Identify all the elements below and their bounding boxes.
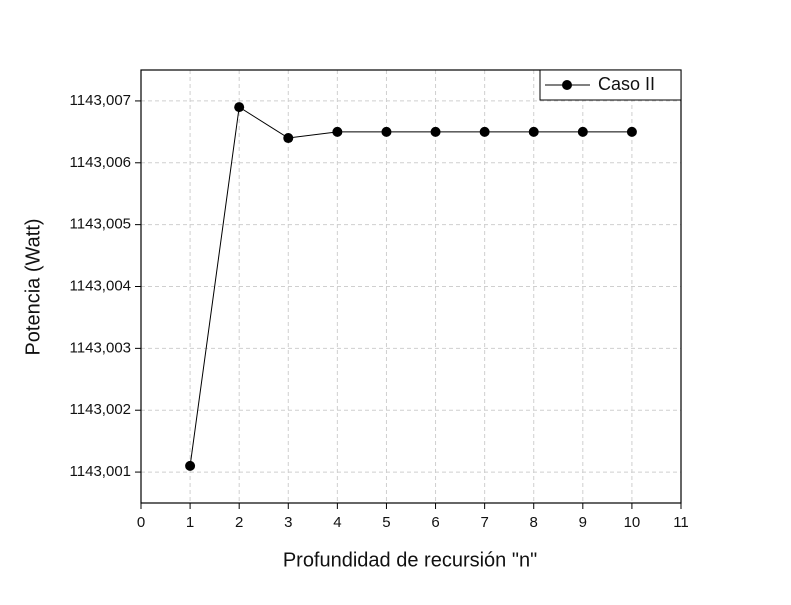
y-tick-label: 1143,001: [70, 463, 131, 480]
marker: [577, 126, 588, 137]
y-tick-label: 1143,006: [70, 154, 131, 171]
x-tick-label: 1: [186, 514, 194, 531]
marker: [234, 102, 245, 113]
x-tick-label: 7: [480, 514, 488, 531]
x-tick-label: 0: [137, 514, 145, 531]
x-tick-label: 11: [673, 514, 689, 531]
legend-label: Caso II: [598, 74, 655, 94]
x-tick-label: 5: [382, 514, 390, 531]
marker: [479, 126, 490, 137]
x-tick-label: 6: [431, 514, 439, 531]
plot-frame: [140, 69, 682, 504]
y-tick-label: 1143,007: [70, 92, 131, 109]
x-tick-label: 4: [333, 514, 341, 531]
marker: [381, 126, 392, 137]
x-tick-label: 3: [284, 514, 292, 531]
y-tick-label: 1143,005: [70, 216, 131, 233]
marker: [283, 133, 294, 144]
marker: [185, 460, 196, 471]
x-tick-label: 8: [530, 514, 538, 531]
marker: [332, 126, 343, 137]
marker: [430, 126, 441, 137]
x-tick-label: 10: [624, 514, 641, 531]
x-tick-label: 9: [579, 514, 587, 531]
marker: [626, 126, 637, 137]
y-axis-title: Potencia (Watt): [22, 218, 44, 355]
y-tick-label: 1143,003: [70, 339, 131, 356]
line: [189, 106, 632, 466]
x-tick-label: 2: [235, 514, 243, 531]
y-tick-label: 1143,002: [70, 401, 131, 418]
y-tick-label: 1143,004: [70, 277, 131, 294]
x-axis-title: Profundidad de recursión "n": [283, 549, 537, 571]
legend-marker: [562, 80, 572, 90]
marker: [528, 126, 539, 137]
